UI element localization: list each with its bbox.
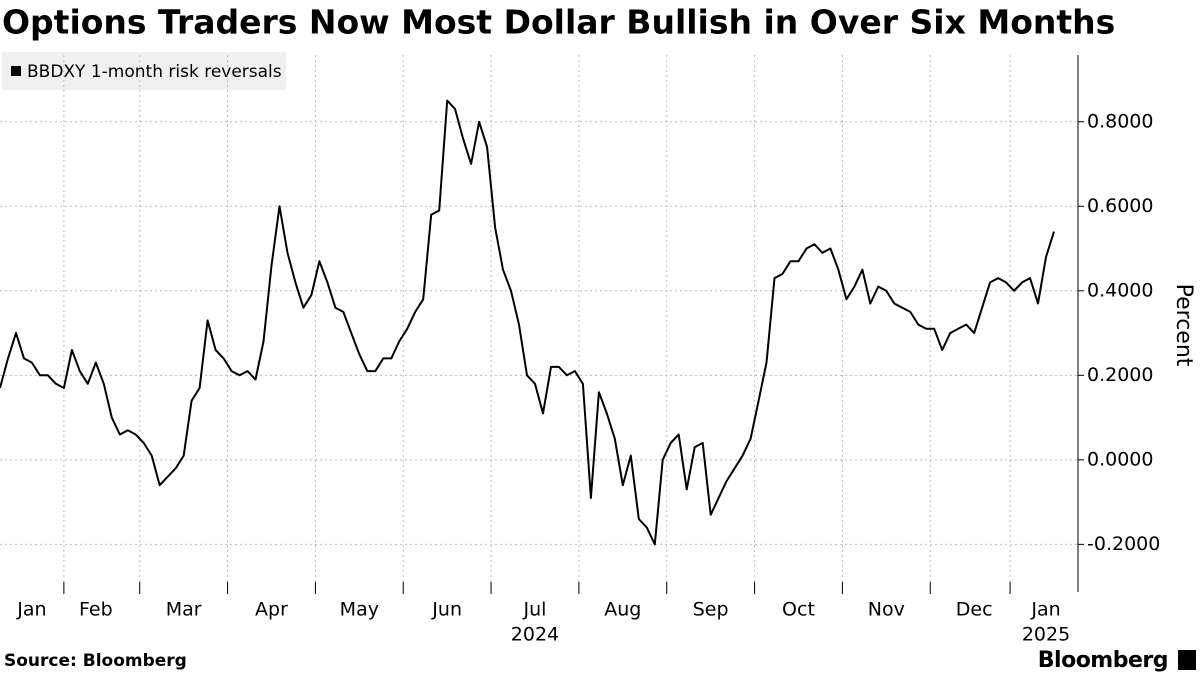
y-tick-label: 0.2000 [1087, 364, 1153, 386]
x-tick-label: Jul [523, 599, 547, 621]
x-tick-label: Dec [956, 599, 993, 621]
series-line [0, 99, 1055, 546]
legend-label: BBDXY 1-month risk reversals [27, 62, 282, 82]
x-tick-label: Jan [16, 599, 46, 621]
x-tick-label: Aug [604, 599, 641, 621]
x-tick-label: May [340, 599, 379, 621]
chart-title: Options Traders Now Most Dollar Bullish … [2, 3, 1115, 42]
source: Source: Bloomberg [4, 651, 187, 671]
y-tick-label: 0.0000 [1087, 448, 1153, 470]
legend-box [2, 52, 286, 90]
x-tick-label: Oct [782, 599, 815, 621]
x-tick-label: Nov [868, 599, 905, 621]
y-tick-label: -0.2000 [1087, 533, 1160, 555]
y-tick-label: 0.8000 [1087, 110, 1153, 132]
x-tick-label: Jun [431, 599, 462, 621]
x-tick-label: Mar [166, 599, 202, 621]
x-year-label: 2024 [511, 624, 559, 646]
x-tick-label: Sep [693, 599, 729, 621]
x-tick-label: Apr [255, 599, 288, 621]
x-tick-label: Feb [79, 599, 113, 621]
x-tick-label: Jan [1030, 599, 1060, 621]
y-tick-label: 0.4000 [1087, 279, 1153, 301]
legend-swatch [11, 66, 21, 76]
x-year-label: 2025 [1022, 624, 1070, 646]
y-axis-label: Percent [1171, 284, 1196, 367]
y-tick-label: 0.6000 [1087, 195, 1153, 217]
brand: Bloomberg [1038, 648, 1168, 673]
brand-icon [1178, 650, 1196, 670]
